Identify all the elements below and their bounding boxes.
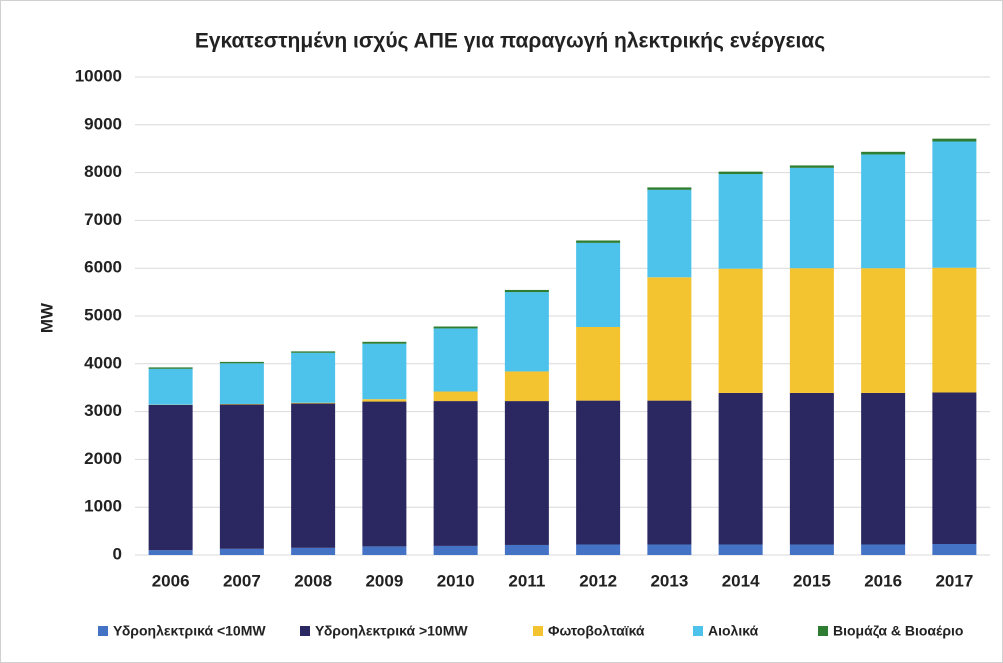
bar-segment (433, 545, 478, 555)
bar-segment (362, 546, 407, 555)
bar-segment (148, 404, 193, 551)
y-tick-label: 2000 (84, 449, 122, 468)
legend-label: Αιολικά (708, 623, 759, 639)
bar-segment (362, 399, 407, 402)
bar-segment (291, 352, 336, 403)
bar-segment (433, 326, 478, 329)
bar-segment (718, 174, 763, 269)
bar-segment (789, 268, 834, 393)
bar-segment (789, 544, 834, 555)
bar-segment (932, 544, 977, 555)
bar-segment (148, 550, 193, 555)
legend-swatch (533, 626, 543, 636)
x-tick-label: 2008 (294, 571, 332, 590)
bar-segment (504, 292, 549, 372)
bar-segment (718, 171, 763, 175)
bar-segment (718, 544, 763, 555)
bar-segment (291, 403, 336, 548)
legend-swatch (98, 626, 108, 636)
x-tick-label: 2009 (365, 571, 403, 590)
legend-swatch (818, 626, 828, 636)
x-tick-label: 2017 (935, 571, 973, 590)
bar-segment (576, 240, 621, 243)
bar-segment (576, 544, 621, 555)
bar-segment (932, 392, 977, 545)
bar-segment (789, 167, 834, 269)
bar-segment (433, 391, 478, 402)
legend-label: Φωτοβολταϊκά (548, 623, 645, 639)
bar-segment (362, 341, 407, 344)
bar-segment (362, 401, 407, 547)
bar-segment (219, 404, 264, 549)
bar-segment (861, 154, 906, 269)
bar-segment (576, 242, 621, 327)
bar-segment (718, 392, 763, 545)
y-tick-label: 8000 (84, 162, 122, 181)
bar-segment (362, 343, 407, 400)
bar-segment (647, 400, 692, 545)
bar-segment (576, 326, 621, 401)
bar-segment (647, 187, 692, 190)
x-tick-label: 2013 (650, 571, 688, 590)
legend-swatch (693, 626, 703, 636)
bar-segment (291, 351, 336, 353)
bar-segment (219, 548, 264, 555)
chart-title: Εγκατεστημένη ισχύς ΑΠΕ για παραγωγή ηλε… (195, 30, 825, 53)
y-tick-label: 6000 (84, 258, 122, 277)
bar-segment (932, 141, 977, 268)
bar-segment (291, 547, 336, 555)
bar-segment (219, 361, 264, 364)
x-tick-label: 2016 (864, 571, 902, 590)
bar-segment (647, 277, 692, 401)
x-tick-label: 2010 (437, 571, 475, 590)
legend-swatch (300, 626, 310, 636)
legend-label: Υδροηλεκτρικά <10MW (113, 623, 266, 639)
x-tick-label: 2006 (152, 571, 190, 590)
bar-segment (148, 368, 193, 405)
bar-segment (647, 544, 692, 555)
y-tick-label: 1000 (84, 497, 122, 516)
y-axis-label: MW (37, 302, 56, 333)
bar-segment (504, 401, 549, 545)
bar-segment (861, 544, 906, 555)
y-tick-label: 10000 (75, 66, 122, 85)
bar-segment (789, 392, 834, 545)
bar-segment (861, 151, 906, 155)
bar-segment (433, 401, 478, 546)
x-tick-label: 2014 (722, 571, 760, 590)
x-tick-label: 2015 (793, 571, 831, 590)
x-tick-label: 2012 (579, 571, 617, 590)
y-tick-label: 5000 (84, 305, 122, 324)
bar-segment (718, 268, 763, 393)
bar-segment (219, 363, 264, 404)
bar-segment (504, 289, 549, 293)
bar-segment (291, 402, 336, 404)
bar-segment (148, 367, 193, 369)
bar-segment (861, 392, 906, 545)
bar-segment (932, 267, 977, 393)
x-tick-label: 2011 (508, 571, 545, 590)
bar-segment (932, 138, 977, 142)
y-tick-label: 3000 (84, 401, 122, 420)
y-tick-label: 7000 (84, 210, 122, 229)
x-tick-label: 2007 (223, 571, 261, 590)
bar-segment (647, 189, 692, 278)
bar-segment (504, 371, 549, 402)
y-tick-label: 4000 (84, 353, 122, 372)
legend-label: Βιομάζα & Βιοαέριο (833, 623, 963, 639)
bar-segment (861, 268, 906, 393)
legend-label: Υδροηλεκτρικά >10MW (315, 623, 468, 639)
bar-segment (576, 400, 621, 545)
bar-segment (433, 328, 478, 392)
bar-segment (504, 544, 549, 555)
y-tick-label: 9000 (84, 114, 122, 133)
bar-segment (789, 165, 834, 168)
y-tick-label: 0 (113, 544, 122, 563)
